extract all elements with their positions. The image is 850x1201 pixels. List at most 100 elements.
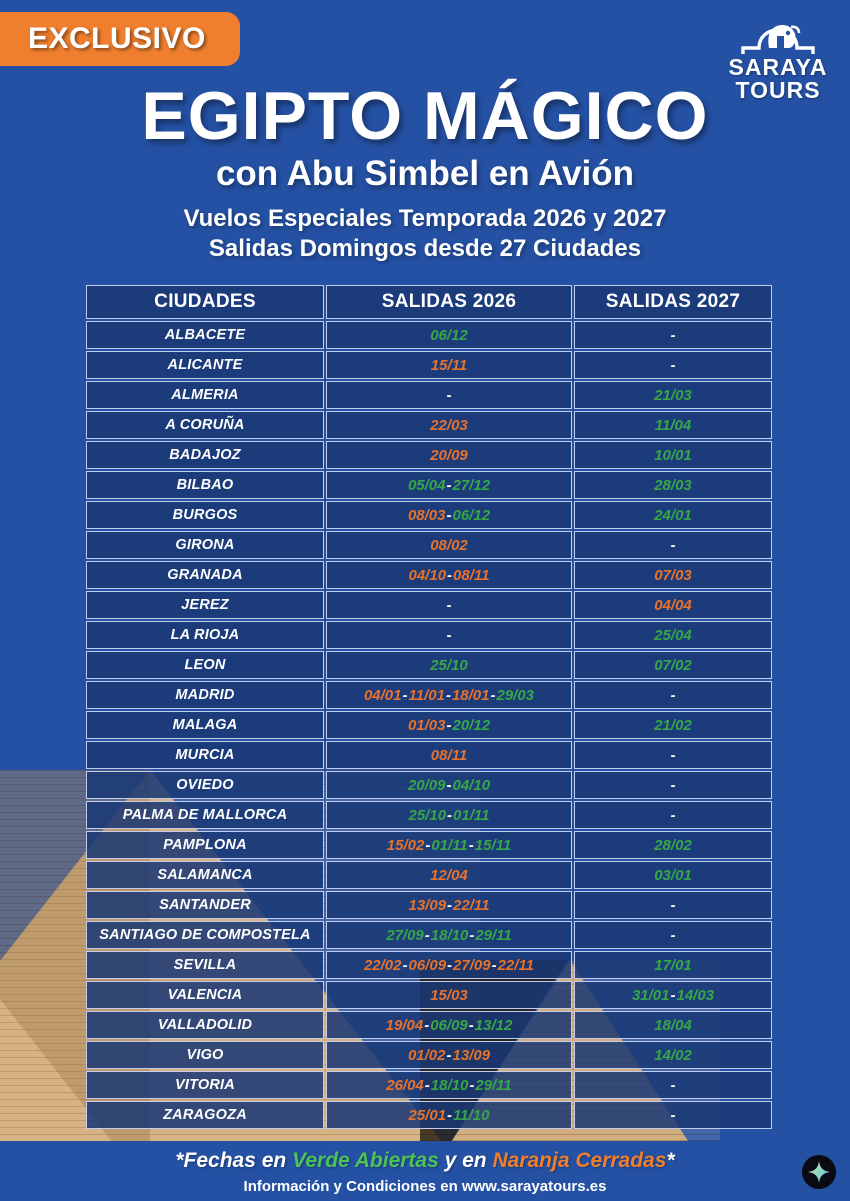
departures-2026-cell: 20/09-04/10: [326, 771, 572, 799]
departures-2027-cell: -: [574, 351, 772, 379]
departures-2026-cell: 19/04-06/09-13/12: [326, 1011, 572, 1039]
date-separator: -: [447, 1106, 453, 1124]
departures-2026-cell: 04/01-11/01-18/01-29/03: [326, 681, 572, 709]
table-row: BADAJOZ 20/09 10/01: [86, 441, 772, 469]
table-row: SANTIAGO DE COMPOSTELA 27/09-18/10-29/11-: [86, 921, 772, 949]
departure-date: 29/11: [475, 1076, 512, 1094]
departures-2026-cell: 15/03: [326, 981, 572, 1009]
departure-date: -: [670, 1076, 676, 1094]
table-row: BILBAO 05/04-27/12 28/03: [86, 471, 772, 499]
table-row: PAMPLONA 15/02-01/11-15/11 28/02: [86, 831, 772, 859]
table-row: JEREZ - 04/04: [86, 591, 772, 619]
table-row: MALAGA 01/03-20/12 21/02: [86, 711, 772, 739]
city-name: ALICANTE: [86, 351, 324, 379]
departure-date: 18/04: [654, 1016, 692, 1034]
legend-suffix: *: [666, 1149, 675, 1172]
departures-2026-cell: 08/02: [326, 531, 572, 559]
departure-date: 15/03: [430, 986, 468, 1004]
departure-date: 24/01: [654, 506, 692, 524]
departure-date: 03/01: [654, 866, 692, 884]
departure-date: 15/11: [430, 356, 468, 374]
departure-date: 20/12: [452, 716, 491, 734]
column-header-2027: SALIDAS 2027: [574, 285, 772, 319]
departure-date: 11/04: [654, 416, 692, 434]
departure-date: 25/04: [654, 626, 692, 644]
departures-2026-cell: 08/11: [326, 741, 572, 769]
table-row: ZARAGOZA 25/01-11/10-: [86, 1101, 772, 1129]
departures-2027-cell: -: [574, 921, 772, 949]
departures-table: CIUDADES SALIDAS 2026 SALIDAS 2027 ALBAC…: [84, 283, 774, 1131]
date-separator: -: [446, 716, 452, 734]
departure-date: -: [670, 536, 676, 554]
table-row: LEON 25/10 07/02: [86, 651, 772, 679]
departures-2027-cell: 24/01: [574, 501, 772, 529]
departure-date: 17/01: [654, 956, 692, 974]
departure-date: 18/10: [430, 1076, 469, 1094]
departures-2026-cell: 26/04-18/10-29/11: [326, 1071, 572, 1099]
departures-2026-cell: -: [326, 591, 572, 619]
table-row: VIGO 01/02-13/09 14/02: [86, 1041, 772, 1069]
departure-date: 05/04: [407, 476, 446, 494]
date-separator: -: [468, 1016, 474, 1034]
departure-date: 01/02: [407, 1046, 446, 1064]
table-row: ALBACETE 06/12 -: [86, 321, 772, 349]
table-row: MURCIA 08/11 -: [86, 741, 772, 769]
departures-2026-cell: 12/04: [326, 861, 572, 889]
date-separator: -: [447, 896, 453, 914]
departure-date: 20/09: [430, 446, 468, 464]
departure-date: -: [670, 326, 676, 344]
departures-2027-cell: 04/04: [574, 591, 772, 619]
departure-date: 12/04: [430, 866, 468, 884]
city-name: MURCIA: [86, 741, 324, 769]
city-name: GIRONA: [86, 531, 324, 559]
departures-2027-cell: 21/03: [574, 381, 772, 409]
departure-date: -: [446, 626, 452, 644]
departure-date: -: [670, 776, 676, 794]
departure-date: 29/11: [475, 926, 512, 944]
departures-2026-cell: 22/02-06/09-27/09-22/11: [326, 951, 572, 979]
city-name: BURGOS: [86, 501, 324, 529]
departure-date: 27/12: [452, 476, 491, 494]
departure-date: 15/02: [386, 836, 425, 854]
table-row: PALMA DE MALLORCA 25/10-01/11-: [86, 801, 772, 829]
table-row: LA RIOJA - 25/04: [86, 621, 772, 649]
exclusive-badge: EXCLUSIVO: [0, 12, 240, 66]
page-title: EGIPTO MÁGICO: [141, 78, 709, 154]
departures-2026-cell: 25/10-01/11: [326, 801, 572, 829]
date-separator: -: [446, 506, 452, 524]
table-row: VALENCIA 15/03 31/01-14/03: [86, 981, 772, 1009]
departure-date: 06/12: [452, 506, 491, 524]
date-separator: -: [468, 836, 474, 854]
departures-2027-cell: 28/02: [574, 831, 772, 859]
departures-2027-cell: 21/02: [574, 711, 772, 739]
departure-date: -: [670, 356, 676, 374]
logo-wordmark: SARAYA TOURS: [724, 56, 832, 102]
table-row: ALICANTE 15/11 -: [86, 351, 772, 379]
departure-date: -: [670, 746, 676, 764]
date-separator: -: [402, 956, 408, 974]
departure-date: 06/12: [430, 326, 468, 344]
city-name: VIGO: [86, 1041, 324, 1069]
date-separator: -: [446, 476, 452, 494]
departure-date: -: [670, 926, 676, 944]
table-row: SALAMANCA 12/04 03/01: [86, 861, 772, 889]
departure-date: 14/02: [654, 1046, 692, 1064]
table-row: GIRONA 08/02 -: [86, 531, 772, 559]
departure-date: -: [446, 596, 452, 614]
table-row: SANTANDER 13/09-22/11-: [86, 891, 772, 919]
departure-date: 22/11: [497, 956, 535, 974]
departure-date: 10/01: [654, 446, 692, 464]
departure-date: 21/02: [654, 716, 692, 734]
legend-orange-label: Naranja Cerradas: [492, 1149, 667, 1172]
legend-green-label: Verde Abiertas: [292, 1149, 439, 1172]
departure-date: 27/09: [453, 956, 491, 974]
table-row: SEVILLA 22/02-06/09-27/09-22/11 17/01: [86, 951, 772, 979]
departures-2026-cell: 15/11: [326, 351, 572, 379]
departure-date: 31/01: [631, 986, 670, 1004]
date-separator: -: [446, 776, 452, 794]
date-separator: -: [424, 1076, 430, 1094]
departure-date: -: [670, 1106, 676, 1124]
departure-date: 28/02: [654, 836, 692, 854]
city-name: ZARAGOZA: [86, 1101, 324, 1129]
page-subtitle: con Abu Simbel en Avión: [215, 154, 635, 194]
